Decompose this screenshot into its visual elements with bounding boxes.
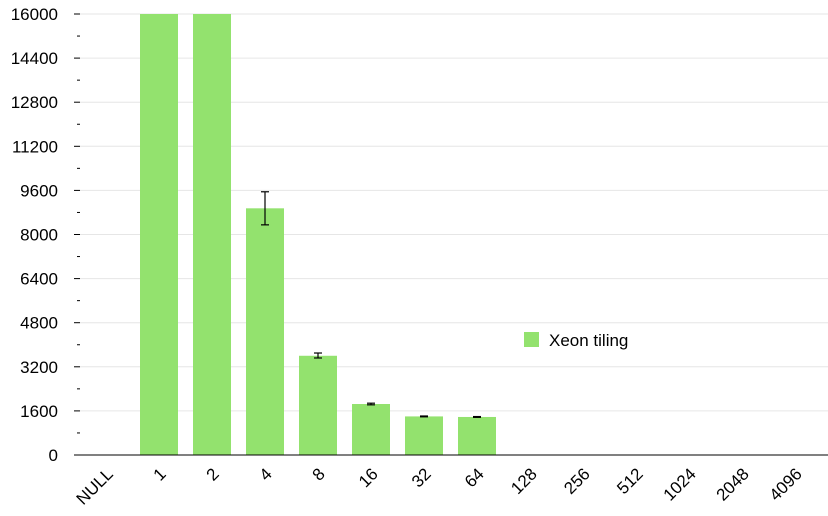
x-tick-label: 256: [560, 464, 593, 497]
error-bars: [261, 191, 481, 418]
x-tick-label: 1: [150, 464, 170, 484]
x-tick-label: 1024: [660, 464, 700, 504]
x-tick-label: 2: [203, 464, 223, 484]
y-tick-label: 8000: [20, 226, 58, 245]
bar-2: [193, 14, 231, 455]
x-tick-labels: NULL 1 2 4 8 16 32 64 128 256 512 1024 2048 4096: [73, 464, 806, 508]
legend-swatch: [524, 332, 539, 347]
legend-label: Xeon tiling: [549, 331, 628, 350]
bar-16: [352, 404, 390, 455]
x-tick-label: 128: [507, 464, 540, 497]
x-tick-label: NULL: [73, 464, 117, 508]
x-tick-label: 16: [355, 464, 382, 491]
y-tick-label: 11200: [12, 137, 58, 156]
bar-32: [405, 416, 443, 455]
y-tick-label: 14400: [11, 49, 58, 68]
x-tick-label: 4: [256, 464, 276, 484]
x-tick-label: 64: [461, 464, 488, 491]
y-tick-labels: 0 1600 3200 4800 6400 8000 9600 11200 12800 14400…: [11, 5, 58, 465]
x-tick-label: 2048: [713, 464, 753, 504]
x-tick-label: 32: [408, 464, 435, 491]
y-tick-label: 6400: [20, 270, 58, 289]
y-tick-label: 0: [49, 446, 58, 465]
y-tick-label: 16000: [11, 5, 58, 24]
axes: [74, 13, 828, 456]
bars: [140, 14, 496, 455]
y-tick-label: 12800: [11, 93, 58, 112]
x-tick-label: 8: [309, 464, 329, 484]
x-tick-label: 4096: [766, 464, 806, 504]
bar-1: [140, 14, 178, 455]
bar-8: [299, 355, 337, 455]
legend: Xeon tiling: [524, 331, 628, 350]
y-tick-label: 9600: [20, 181, 58, 200]
gridlines: [80, 13, 828, 412]
y-tick-label: 4800: [20, 314, 58, 333]
bar-64: [458, 416, 496, 455]
bar-4: [246, 208, 284, 455]
y-tick-label: 3200: [20, 358, 58, 377]
x-tick-label: 512: [613, 464, 646, 497]
y-tick-label: 1600: [20, 402, 58, 421]
